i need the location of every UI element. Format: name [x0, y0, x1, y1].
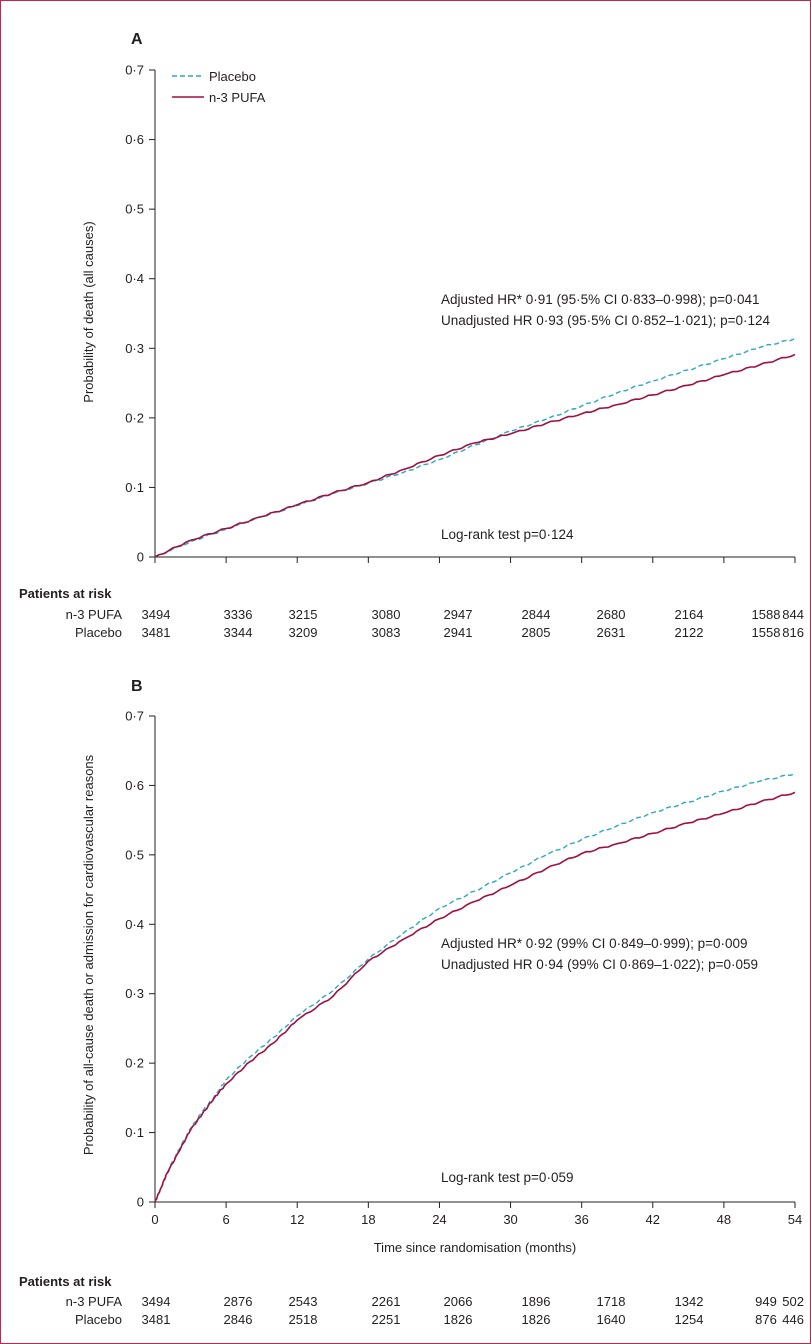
panel-b-risk-table: Patients at risk n-3 PUFA Placebo 3494 28…	[19, 1274, 804, 1327]
panel-b-y-tick-label: 0·6	[125, 778, 144, 793]
panel-b-y-tick-label: 0·2	[125, 1056, 144, 1071]
panel-b-risk-placebo-value: 2251	[372, 1312, 401, 1327]
panel-a-risk-pufa-value: 3336	[224, 607, 253, 622]
panel-a: A Probability of death (all causes) Plac…	[19, 31, 804, 640]
panel-b-risk-pufa-value: 2543	[289, 1294, 318, 1309]
panel-a-risk-pufa-value: 2680	[597, 607, 626, 622]
panel-a-risk-placebo-value: 2631	[597, 625, 626, 640]
panel-a-risk-pufa-value: 3215	[289, 607, 318, 622]
panel-a-y-tick-label: 0·3	[125, 341, 144, 356]
panel-b-risk-placebo-value: 3481	[142, 1312, 171, 1327]
panel-b: B Probability of all-cause death or admi…	[19, 678, 804, 1327]
panel-b-x-tick-label: 24	[432, 1212, 446, 1227]
panel-b-risk-label-pufa: n-3 PUFA	[66, 1294, 123, 1309]
panel-b-xlabel: Time since randomisation (months)	[374, 1240, 577, 1255]
panel-a-y-tick-label: 0	[137, 550, 144, 565]
panel-a-risk-placebo-value: 3344	[224, 625, 253, 640]
panel-a-series-placebo	[154, 337, 796, 558]
panel-a-risk-pufa-value: 2947	[444, 607, 473, 622]
panel-b-risk-placebo-value: 876	[755, 1312, 777, 1327]
panel-a-letter: A	[131, 31, 143, 48]
panel-a-y-tick-label: 0·7	[125, 63, 144, 78]
panel-b-risk-label-placebo: Placebo	[75, 1312, 122, 1327]
panel-a-y-tick-label: 0·5	[125, 202, 144, 217]
panel-b-risk-pufa-value: 3494	[142, 1294, 171, 1309]
panel-a-risk-table: Patients at risk n-3 PUFA Placebo 3494 33…	[19, 586, 804, 640]
panel-a-risk-pufa-value: 844	[782, 607, 804, 622]
panel-b-plot: 0 0·1 0·2 0·3 0·4 0·5 0·6 0·7 0 6 12 18 24 30 36 42 48 54	[125, 709, 802, 1228]
panel-b-risk-pufa-value: 949	[755, 1294, 777, 1309]
panel-b-risk-placebo-value: 2518	[289, 1312, 318, 1327]
panel-b-adjusted-hr: Adjusted HR* 0·92 (99% CI 0·849–0·999); …	[441, 936, 748, 951]
panel-a-risk-pufa-value: 3494	[142, 607, 171, 622]
legend-pufa-label: n-3 PUFA	[209, 90, 266, 105]
panel-b-risk-title: Patients at risk	[19, 1274, 112, 1289]
panel-b-risk-pufa-value: 502	[782, 1294, 804, 1309]
panel-b-risk-numbers: 3494 2876 2543 2261 2066 1896 1718 1342 949 502 34…	[142, 1294, 804, 1327]
panel-b-logrank: Log-rank test p=0·059	[441, 1170, 573, 1185]
panel-b-risk-placebo-value: 1254	[675, 1312, 704, 1327]
panel-a-y-tick-label: 0·6	[125, 132, 144, 147]
panel-b-y-tick-label: 0·3	[125, 986, 144, 1001]
panel-b-risk-pufa-value: 2261	[372, 1294, 401, 1309]
panel-a-series-n-3-pufa	[154, 353, 796, 558]
panel-b-x-tick-label: 48	[717, 1212, 731, 1227]
panel-b-letter: B	[131, 678, 143, 695]
panel-b-x-tick-label: 42	[646, 1212, 660, 1227]
panel-b-risk-placebo-value: 446	[782, 1312, 804, 1327]
panel-a-logrank: Log-rank test p=0·124	[441, 527, 574, 542]
panel-b-ylabel: Probability of all-cause death or admiss…	[81, 754, 96, 1155]
panel-a-risk-placebo-value: 1558	[752, 625, 781, 640]
panel-b-y-tick-label: 0	[137, 1195, 144, 1210]
panel-b-y-tick-label: 0·4	[125, 917, 144, 932]
panel-a-risk-placebo-value: 2122	[675, 625, 704, 640]
legend: Placebo n-3 PUFA	[172, 69, 266, 105]
panel-a-risk-placebo-value: 3083	[372, 625, 401, 640]
panel-a-risk-placebo-value: 3481	[142, 625, 171, 640]
panel-a-risk-placebo-value: 2805	[522, 625, 551, 640]
panel-a-risk-pufa-value: 2844	[522, 607, 551, 622]
panel-b-risk-pufa-value: 2876	[224, 1294, 253, 1309]
panel-a-unadjusted-hr: Unadjusted HR 0·93 (95·5% CI 0·852–1·021…	[441, 313, 771, 328]
panel-b-x-tick-label: 54	[788, 1212, 802, 1227]
panel-a-risk-numbers: 3494 3336 3215 3080 2947 2844 2680 2164 1588 844 3…	[142, 607, 804, 640]
panel-b-risk-pufa-value: 2066	[444, 1294, 473, 1309]
panel-a-y-tick-label: 0·1	[125, 480, 144, 495]
panel-a-risk-placebo-value: 816	[782, 625, 804, 640]
panel-a-risk-placebo-value: 3209	[289, 625, 318, 640]
panel-a-risk-placebo-value: 2941	[444, 625, 473, 640]
panel-b-series-n-3-pufa	[154, 791, 796, 1203]
panel-b-x-tick-label: 30	[503, 1212, 517, 1227]
panel-b-risk-pufa-value: 1342	[675, 1294, 704, 1309]
panel-b-x-tick-label: 6	[222, 1212, 229, 1227]
panel-b-x-tick-label: 12	[290, 1212, 304, 1227]
panel-b-x-tick-label: 36	[574, 1212, 588, 1227]
panel-b-x-tick-label: 0	[151, 1212, 158, 1227]
panel-b-risk-placebo-value: 2846	[224, 1312, 253, 1327]
panel-b-y-tick-label: 0·7	[125, 709, 144, 724]
panel-a-risk-label-pufa: n-3 PUFA	[66, 607, 123, 622]
panel-b-risk-placebo-value: 1640	[597, 1312, 626, 1327]
panel-a-adjusted-hr: Adjusted HR* 0·91 (95·5% CI 0·833–0·998)…	[441, 292, 760, 307]
panel-a-risk-pufa-value: 1588	[752, 607, 781, 622]
panel-a-plot: 0 0·1 0·2 0·3 0·4 0·5 0·6 0·7	[125, 63, 796, 565]
panel-b-risk-placebo-value: 1826	[444, 1312, 473, 1327]
panel-a-risk-label-placebo: Placebo	[75, 625, 122, 640]
legend-placebo-label: Placebo	[209, 69, 256, 84]
panel-a-y-tick-label: 0·4	[125, 271, 144, 286]
panel-b-x-tick-label: 18	[361, 1212, 375, 1227]
panel-b-risk-placebo-value: 1826	[522, 1312, 551, 1327]
panel-b-unadjusted-hr: Unadjusted HR 0·94 (99% CI 0·869–1·022);…	[441, 957, 758, 972]
panel-b-risk-pufa-value: 1718	[597, 1294, 626, 1309]
panel-b-y-tick-label: 0·1	[125, 1125, 144, 1140]
panel-b-series-placebo	[154, 772, 796, 1203]
panel-a-y-tick-label: 0·2	[125, 410, 144, 425]
panel-b-y-tick-label: 0·5	[125, 847, 144, 862]
panel-b-risk-pufa-value: 1896	[522, 1294, 551, 1309]
panel-a-risk-pufa-value: 3080	[372, 607, 401, 622]
panel-a-ylabel: Probability of death (all causes)	[81, 221, 96, 402]
panel-a-risk-title: Patients at risk	[19, 586, 112, 601]
panel-a-risk-pufa-value: 2164	[675, 607, 704, 622]
